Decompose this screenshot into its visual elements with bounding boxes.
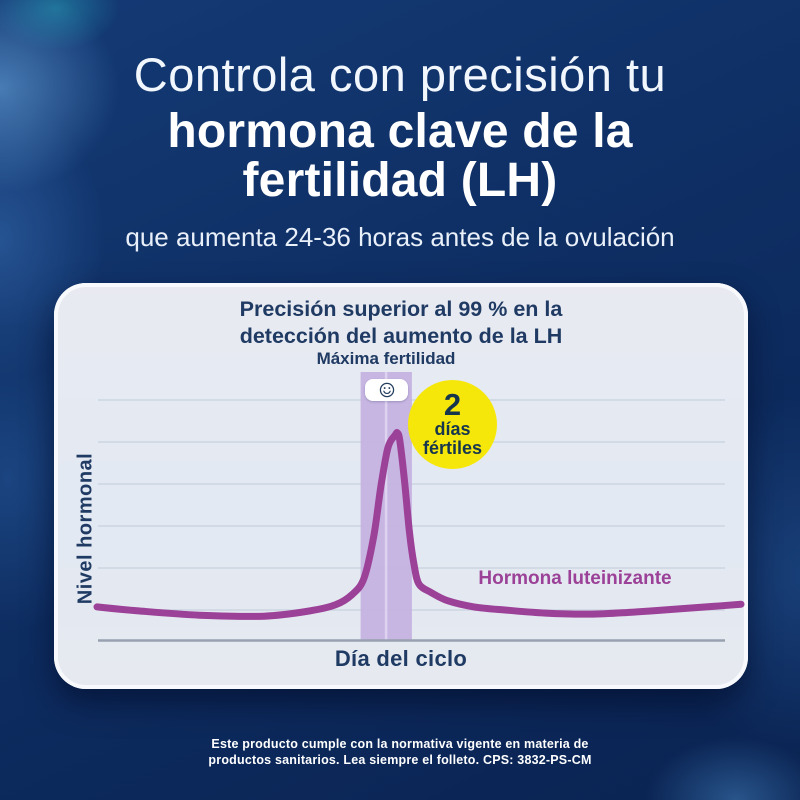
- header: Controla con precisión tu hormona clave …: [0, 47, 800, 253]
- chart-title-line1: Precisión superior al 99 % en la: [239, 297, 563, 321]
- y-axis-label: Nivel hormonal: [74, 452, 97, 605]
- headline-main-line2: fertilidad (LH): [242, 153, 558, 207]
- chart-title: Precisión superior al 99 % en la detecci…: [54, 296, 748, 349]
- badge-word-1: días: [434, 418, 471, 439]
- series-label: Hormona luteinizante: [478, 568, 672, 589]
- disclaimer-line1: Este producto cumple con la normativa vi…: [211, 737, 589, 751]
- smiley-icon: [379, 382, 394, 398]
- headline-main-line1: hormona clave de la: [167, 105, 633, 158]
- badge-word-2: fértiles: [422, 437, 483, 458]
- badge-number: 2: [443, 387, 462, 423]
- disclaimer-line2: productos sanitarios. Lea siempre el fol…: [208, 752, 592, 767]
- headline-main: hormona clave de la fertilidad (LH): [0, 105, 800, 207]
- x-axis-label: Día del ciclo: [334, 646, 468, 671]
- lh-curve: [93, 429, 745, 620]
- fertile-days-badge: 2 días fértiles: [408, 380, 497, 469]
- chart-title-line2: detección del aumento de la LH: [239, 323, 563, 348]
- fertility-smiley-pill: [365, 379, 408, 401]
- curve-layer: [93, 429, 745, 620]
- band-layer: [360, 372, 412, 640]
- lh-chart-svg: [93, 372, 745, 642]
- disclaimer: Este producto cumple con la normativa vi…: [0, 737, 800, 768]
- max-fertility-label: Máxima fertilidad: [316, 349, 456, 368]
- headline-subtitle: que aumenta 24-36 horas antes de la ovul…: [125, 221, 675, 252]
- headline-intro: Controla con precisión tu: [133, 48, 667, 101]
- chart-card: Precisión superior al 99 % en la detecci…: [54, 283, 748, 689]
